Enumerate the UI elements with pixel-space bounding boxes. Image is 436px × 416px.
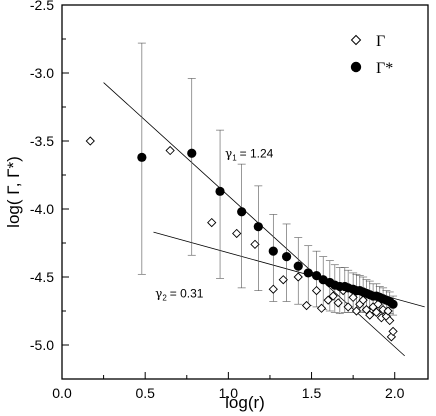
legend: Γ Γ* xyxy=(350,33,393,77)
gamma-point xyxy=(385,315,395,326)
gamma-star-point xyxy=(237,207,247,217)
x-tick-label: 0.0 xyxy=(52,385,72,401)
y-tick-label: -3.5 xyxy=(30,133,54,149)
y-tick-label: -4.0 xyxy=(30,201,54,217)
y-tick-label: -3.0 xyxy=(30,65,54,81)
gamma-star-point xyxy=(137,152,147,162)
gamma-star-point xyxy=(281,252,292,262)
legend-marker-gamma xyxy=(350,34,362,46)
fit-label-value: = 1.24 xyxy=(240,146,274,160)
fit-label: γ2 = 0.31 xyxy=(155,286,204,302)
plot-frame xyxy=(61,4,429,380)
y-axis-title: log( Γ, Γ*) xyxy=(4,156,23,228)
gamma-point xyxy=(388,326,398,337)
legend-label-gamma-star: Γ* xyxy=(376,60,393,77)
gamma-point xyxy=(371,307,382,317)
gamma-point xyxy=(323,295,333,305)
y-tick-label: -2.5 xyxy=(30,0,54,13)
gamma-point xyxy=(311,285,322,296)
gamma-point xyxy=(383,306,393,316)
gamma-point xyxy=(373,299,383,309)
gamma-point xyxy=(278,275,288,285)
fit-label-subscript: 2 xyxy=(162,293,167,302)
legend-marker-gamma-star xyxy=(350,61,362,73)
fit-label: γ1 = 1.24 xyxy=(225,146,274,162)
gamma-star-point xyxy=(253,222,263,232)
gamma-star-point xyxy=(268,246,278,256)
gamma-point xyxy=(85,136,95,146)
legend-label-gamma: Γ xyxy=(376,33,385,50)
gamma-point xyxy=(348,292,358,303)
fit-label-value: = 0.31 xyxy=(170,286,204,300)
gamma-star-point xyxy=(388,299,398,309)
y-tick-label: -5.0 xyxy=(30,337,54,353)
x-tick-label: 0.5 xyxy=(135,385,155,401)
fit-label-gamma: γ xyxy=(155,286,162,300)
gamma-star-point xyxy=(293,261,303,271)
x-tick-label: 1.5 xyxy=(302,385,322,401)
axes-layer: 0.0 0.5 1.0 1.5 2.0 -5.0 -4.5 -4.0 -3.5 -3.0 -2.5 xyxy=(30,0,405,401)
gamma-point xyxy=(165,145,175,156)
x-tick-label: 2.0 xyxy=(385,385,405,401)
gamma-star-point xyxy=(187,148,197,158)
gamma-point xyxy=(358,295,368,305)
fit-line xyxy=(103,82,405,357)
gamma-point xyxy=(328,291,338,301)
gamma-star-point xyxy=(215,186,225,196)
gamma-point xyxy=(316,303,327,313)
gamma-point xyxy=(293,272,303,282)
gamma-point xyxy=(343,302,353,312)
fit-label-gamma: γ xyxy=(225,146,232,160)
x-tick-label: 1.0 xyxy=(219,385,239,401)
gamma-point xyxy=(250,239,260,249)
gamma-star-point xyxy=(311,271,322,281)
gamma-point xyxy=(301,300,312,311)
gamma-star-point xyxy=(303,268,313,278)
gamma-point xyxy=(268,284,278,294)
fit-label-subscript: 1 xyxy=(232,153,237,162)
gamma-point xyxy=(361,305,372,315)
y-tick-label: -4.5 xyxy=(30,269,54,285)
gamma-point xyxy=(365,310,375,320)
gamma-point xyxy=(333,298,343,308)
gamma-point xyxy=(378,305,388,315)
gamma-point xyxy=(207,217,217,228)
gamma-point xyxy=(351,306,362,316)
gamma-point xyxy=(232,228,242,239)
x-axis-title: log(r) xyxy=(225,393,265,412)
